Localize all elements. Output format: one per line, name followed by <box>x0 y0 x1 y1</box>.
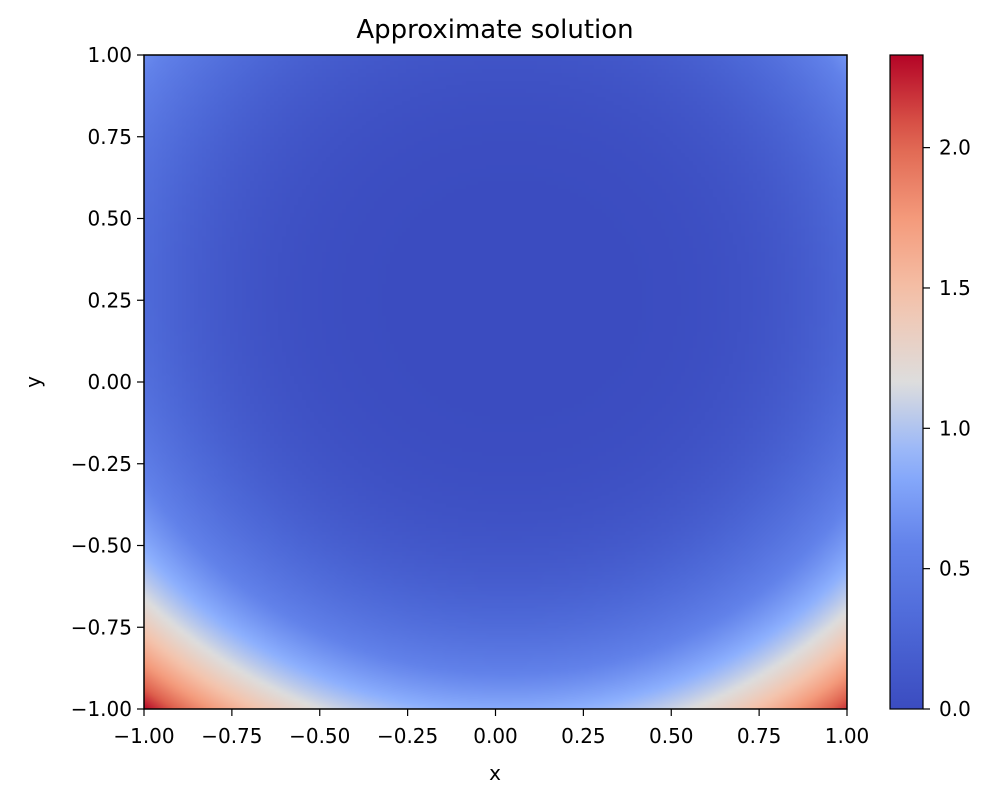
y-tick-label: 1.00 <box>87 43 132 67</box>
x-axis-label: x <box>489 761 501 785</box>
x-tick-label: −0.50 <box>289 724 350 748</box>
x-tick-label: 0.25 <box>561 724 606 748</box>
x-tick-label: 0.50 <box>649 724 694 748</box>
colorbar <box>889 54 924 710</box>
heatmap-area <box>144 55 847 709</box>
y-axis-label: y <box>21 376 45 388</box>
y-tick-label: 0.00 <box>87 370 132 394</box>
x-tick-label: −0.25 <box>377 724 438 748</box>
y-tick-label: 0.25 <box>87 288 132 312</box>
y-axis: −1.00 −0.75 −0.50 −0.25 0.00 0.25 0.50 0.75 1.00 <box>71 43 144 721</box>
x-tick-label: −1.00 <box>113 724 174 748</box>
x-tick-label: 1.00 <box>825 724 870 748</box>
x-tick-label: 0.75 <box>737 724 782 748</box>
colorbar-tick-label: 0.0 <box>939 697 971 721</box>
y-tick-label: −1.00 <box>71 697 132 721</box>
colorbar-tick-label: 1.0 <box>939 416 971 440</box>
y-tick-label: −0.25 <box>71 452 132 476</box>
y-tick-label: −0.50 <box>71 534 132 558</box>
y-tick-label: −0.75 <box>71 615 132 639</box>
y-tick-label: 0.50 <box>87 207 132 231</box>
chart-title: Approximate solution <box>356 15 633 45</box>
y-tick-label: 0.75 <box>87 125 132 149</box>
colorbar-tick-label: 0.5 <box>939 557 971 581</box>
colorbar-tick-label: 2.0 <box>939 136 971 160</box>
colorbar-axis: 0.0 0.5 1.0 1.5 2.0 <box>923 136 971 721</box>
x-tick-label: 0.00 <box>473 724 518 748</box>
colorbar-tick-label: 1.5 <box>939 276 971 300</box>
x-axis: −1.00 −0.75 −0.50 −0.25 0.00 0.25 0.50 0.75 1.00 <box>113 709 869 748</box>
x-tick-label: −0.75 <box>201 724 262 748</box>
